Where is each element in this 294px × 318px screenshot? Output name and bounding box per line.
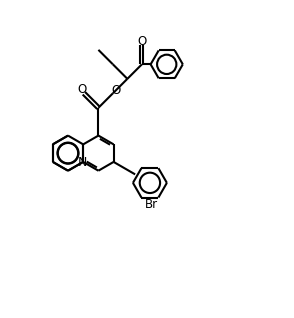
Text: Br: Br xyxy=(145,198,158,211)
Text: N: N xyxy=(77,156,87,169)
Text: O: O xyxy=(77,83,86,96)
Text: O: O xyxy=(137,35,146,48)
Text: O: O xyxy=(111,84,121,97)
